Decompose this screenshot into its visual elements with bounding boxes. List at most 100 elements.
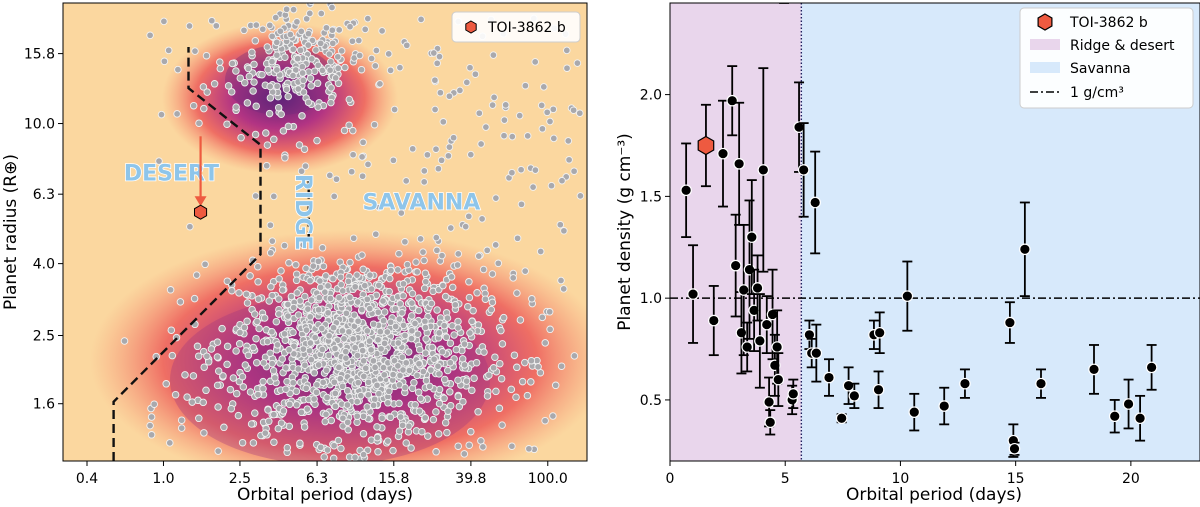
density-point [760,295,773,355]
density-point [746,179,758,295]
population-point [434,362,442,370]
density-point [872,370,885,409]
population-point [518,377,527,386]
population-point [439,281,447,290]
population-point [323,393,331,402]
population-point [508,442,516,450]
population-point [370,120,379,129]
population-point [289,378,297,387]
population-point [471,70,480,78]
population-point [415,360,423,368]
population-point [297,408,306,417]
population-point [266,349,274,357]
population-point [573,59,582,67]
right-legend-frame [1019,7,1194,109]
density-point [873,311,886,355]
population-point [243,99,252,107]
population-point [509,274,517,282]
density-point [1108,399,1121,434]
population-point [301,361,309,369]
population-point [405,422,413,430]
population-point [438,251,446,260]
population-point [296,46,305,55]
population-point [324,309,332,317]
population-point [309,262,318,270]
population-point [310,67,319,75]
population-point [227,88,236,96]
population-point [285,259,293,267]
population-point [421,269,430,278]
population-point [203,352,211,360]
population-point [216,64,225,73]
population-point [481,295,490,303]
population-point [443,428,451,437]
density-point [835,412,848,425]
population-point [394,266,402,274]
right-y-tick-label: 0.5 [640,393,662,409]
population-point [372,230,380,238]
population-point [279,407,288,415]
density-point [938,386,951,426]
population-point [360,372,368,381]
population-point [415,407,424,415]
region-labels: DESERT RIDGE SAVANNA [123,161,481,252]
population-point [446,358,455,367]
population-point [259,25,267,33]
density-point [717,99,729,208]
population-point [414,330,422,338]
population-point [266,221,275,229]
population-point [390,105,399,114]
population-point [569,106,578,114]
population-point [326,294,335,303]
population-point [472,358,481,367]
population-point [213,381,222,390]
population-point [335,293,343,302]
population-point [517,165,525,174]
population-point [523,391,532,400]
population-point [374,448,382,456]
population-point [529,183,537,191]
population-point [383,328,392,336]
population-point [181,371,189,379]
population-point [214,447,222,455]
population-point [361,281,369,290]
population-point [262,129,270,137]
population-point [259,377,267,386]
population-point [315,293,324,302]
population-point [294,365,303,373]
population-point [337,444,345,453]
population-point [353,271,361,279]
population-point [447,224,455,232]
population-point [408,145,417,153]
population-point [470,374,478,382]
population-point [576,109,584,117]
population-point [247,420,256,428]
population-point [363,327,372,335]
population-point [321,417,329,426]
density-point [809,150,821,255]
population-point [311,333,319,342]
population-point [171,390,180,399]
population-point [278,286,287,294]
population-point [232,347,240,355]
population-point [319,262,328,271]
population-point [155,157,163,165]
population-point [273,51,281,59]
population-point [258,70,266,79]
population-point [387,266,395,275]
right-y-tick-label: 2.0 [640,88,662,104]
population-point [385,387,393,396]
population-points [120,3,585,461]
population-point [391,305,400,313]
population-point [327,416,336,425]
left-y-tick-label: 10.0 [24,117,55,133]
population-point [527,356,536,365]
population-point [454,392,462,401]
population-point [456,86,464,95]
population-point [270,410,278,419]
population-point [550,134,558,143]
population-point [308,3,315,6]
population-point [322,272,330,280]
population-point [408,299,416,307]
population-point [344,426,352,434]
